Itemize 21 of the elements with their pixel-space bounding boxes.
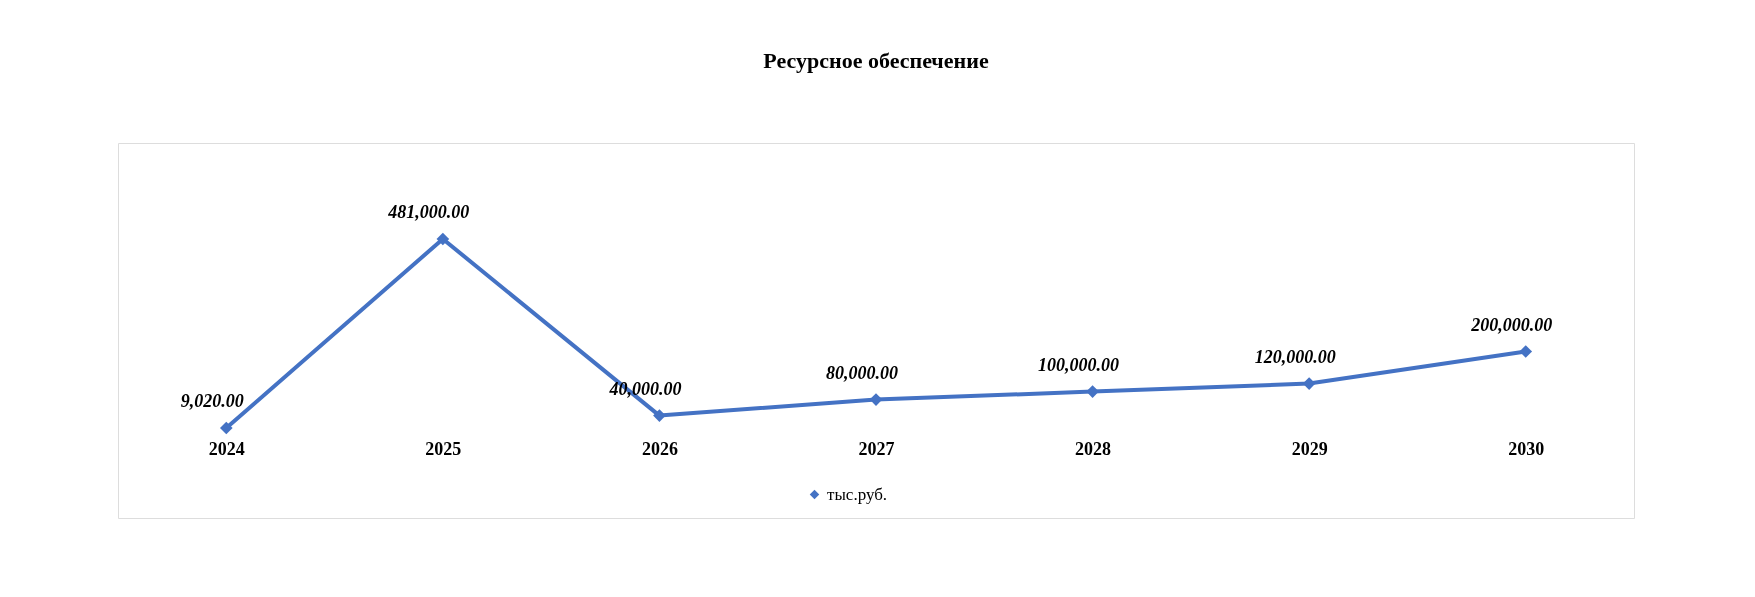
x-tick-label: 2027 <box>858 438 895 459</box>
data-label: 100,000.00 <box>1038 354 1120 375</box>
point <box>1302 377 1316 390</box>
data-label: 200,000.00 <box>1470 314 1553 335</box>
point <box>869 393 883 406</box>
legend-label: тыс.руб. <box>827 484 888 504</box>
data-label: 80,000.00 <box>826 362 898 383</box>
point <box>436 232 450 246</box>
x-tick-label: 2028 <box>1075 438 1112 459</box>
x-tick-label: 2024 <box>208 438 245 459</box>
data-label: 481,000.00 <box>387 202 470 222</box>
point <box>653 409 666 422</box>
x-tick-label: 2030 <box>1508 438 1545 459</box>
chart-title: Ресурсное обеспечение <box>763 48 989 73</box>
x-tick-label: 2025 <box>425 438 462 459</box>
point <box>1519 345 1533 358</box>
data-label: 9,020.00 <box>180 390 244 411</box>
x-tick-label: 2029 <box>1291 438 1328 459</box>
point <box>219 421 233 435</box>
x-tick-label: 2026 <box>641 438 678 459</box>
data-label: 120,000.00 <box>1254 346 1336 367</box>
